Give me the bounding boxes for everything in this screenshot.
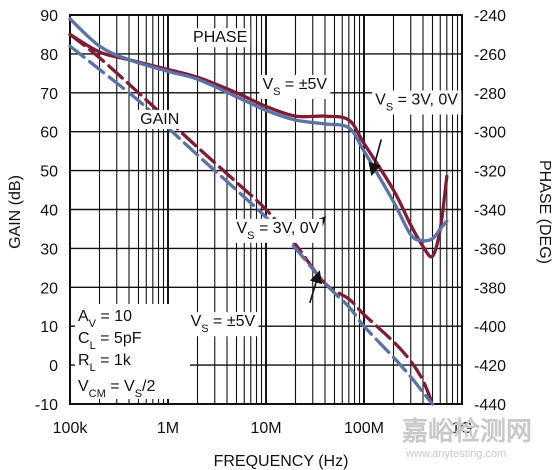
label-text-part: = 10 bbox=[96, 308, 132, 325]
chart-curve-label-bg-4 bbox=[372, 90, 462, 115]
label-text-part: A bbox=[78, 308, 89, 325]
label-text-part: R bbox=[78, 352, 90, 369]
subscript-text: S bbox=[247, 230, 254, 242]
subscript-text: S bbox=[386, 101, 393, 113]
x-tick-label: 1G bbox=[451, 420, 472, 437]
y-axis-label: GAIN (dB) bbox=[7, 175, 24, 249]
label-text-part: = 3V, 0V bbox=[255, 220, 320, 237]
label-text-part: V bbox=[78, 378, 89, 395]
label-text-part: V bbox=[236, 220, 247, 237]
subscript-text: L bbox=[90, 362, 96, 374]
y-tick-label: 10 bbox=[40, 319, 58, 336]
chart-curve-label-bg-1 bbox=[190, 28, 251, 48]
watermark-text: 嘉峪检测网 bbox=[402, 416, 532, 446]
phase-series-line bbox=[68, 17, 449, 243]
right-y-tick-label: -400 bbox=[474, 319, 506, 336]
y-tick-label: 90 bbox=[40, 8, 58, 25]
gain-series-line bbox=[68, 44, 435, 406]
right-y-tick-label: -380 bbox=[474, 280, 506, 297]
right-y-tick-label: -420 bbox=[474, 358, 506, 375]
label-text-part: /2 bbox=[142, 378, 155, 395]
condition-label-2: CL = 5pF bbox=[78, 330, 142, 352]
conditions-background bbox=[75, 304, 190, 399]
subscript-text: S bbox=[273, 86, 280, 98]
label-text-part: V bbox=[191, 313, 202, 330]
right-y-tick-label: -260 bbox=[474, 47, 506, 64]
condition-label-3: RL = 1k bbox=[78, 352, 132, 374]
label-text-part: = V bbox=[106, 378, 135, 395]
chart-curve-label-5: VS = 3V, 0V bbox=[236, 220, 319, 242]
chart-curve-label-bg-6 bbox=[187, 312, 259, 337]
right-y-tick-label: -340 bbox=[474, 203, 506, 220]
y-tick-label: 40 bbox=[40, 203, 58, 220]
y-tick-label: 80 bbox=[40, 47, 58, 64]
y-tick-label: -10 bbox=[35, 397, 58, 414]
chart-curve-label-bg-5 bbox=[233, 218, 323, 243]
curve-callout-arrow bbox=[368, 139, 383, 177]
subscript-text: S bbox=[201, 323, 208, 335]
condition-label-1: AV = 10 bbox=[78, 308, 132, 330]
label-text-part: = 5pF bbox=[96, 330, 142, 347]
x-tick-label: 100M bbox=[344, 420, 384, 437]
chart-curve-label-1: PHASE bbox=[193, 29, 247, 46]
subscript-text: L bbox=[90, 340, 96, 352]
chart-curve-label-4: VS = 3V, 0V bbox=[375, 91, 458, 113]
chart-curve-label-3: VS = ±5V bbox=[262, 76, 327, 98]
y-tick-label: 70 bbox=[40, 86, 58, 103]
right-y-axis-label: PHASE (DEG) bbox=[536, 160, 553, 264]
label-text-part: = ±5V bbox=[209, 313, 256, 330]
grid-layer bbox=[69, 14, 463, 405]
y-tick-label: 60 bbox=[40, 125, 58, 142]
tick-layer: 100k 1M 10M 100M 1G -10 0 10 20 30 40 50 60 70 80 90 -44… bbox=[35, 8, 506, 437]
label-text-part: V bbox=[375, 91, 386, 108]
subscript-text: V bbox=[89, 318, 97, 330]
curve-callout-arrow bbox=[309, 270, 323, 304]
label-text-part: V bbox=[262, 76, 273, 93]
right-y-tick-label: -440 bbox=[474, 397, 506, 414]
label-text-part: = ±5V bbox=[280, 76, 327, 93]
label-text-part: = 3V, 0V bbox=[393, 91, 458, 108]
series-layer bbox=[68, 17, 449, 406]
y-tick-label: 30 bbox=[40, 241, 58, 258]
label-text-part: C bbox=[78, 330, 90, 347]
x-tick-label: 10M bbox=[250, 420, 281, 437]
chart-curve-label-2: GAIN bbox=[140, 111, 179, 128]
y-tick-label: 50 bbox=[40, 164, 58, 181]
chart-curve-label-bg-3 bbox=[259, 74, 331, 99]
right-y-tick-label: -360 bbox=[474, 241, 506, 258]
subscript-text: CM bbox=[89, 388, 106, 400]
gain-series-line bbox=[68, 32, 435, 406]
chart-curve-label-6: VS = ±5V bbox=[191, 313, 256, 335]
condition-label-4: VCM = VS/2 bbox=[78, 378, 155, 400]
right-y-tick-label: -320 bbox=[474, 164, 506, 181]
watermark: 嘉峪检测网 www.anytesting.com bbox=[402, 416, 532, 460]
label-text-part: = 1k bbox=[96, 352, 132, 369]
subscript-text: S bbox=[135, 388, 142, 400]
watermark-url: www.anytesting.com bbox=[405, 448, 506, 460]
x-tick-label: 100k bbox=[53, 420, 89, 437]
y-tick-label: 0 bbox=[49, 358, 58, 375]
right-y-tick-label: -280 bbox=[474, 86, 506, 103]
y-tick-label: 20 bbox=[40, 280, 58, 297]
x-tick-label: 1M bbox=[157, 420, 179, 437]
right-y-tick-label: -300 bbox=[474, 125, 506, 142]
chart-curve-label-bg-2 bbox=[137, 109, 183, 129]
x-axis-label: FREQUENCY (Hz) bbox=[214, 453, 349, 470]
right-y-tick-label: -240 bbox=[474, 8, 506, 25]
